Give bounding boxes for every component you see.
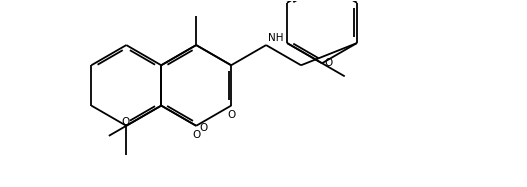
Text: NH: NH [268,33,283,43]
Text: O: O [325,58,333,68]
Text: O: O [192,130,200,140]
Text: O: O [227,110,235,120]
Text: O: O [199,123,208,133]
Text: O: O [121,117,130,127]
